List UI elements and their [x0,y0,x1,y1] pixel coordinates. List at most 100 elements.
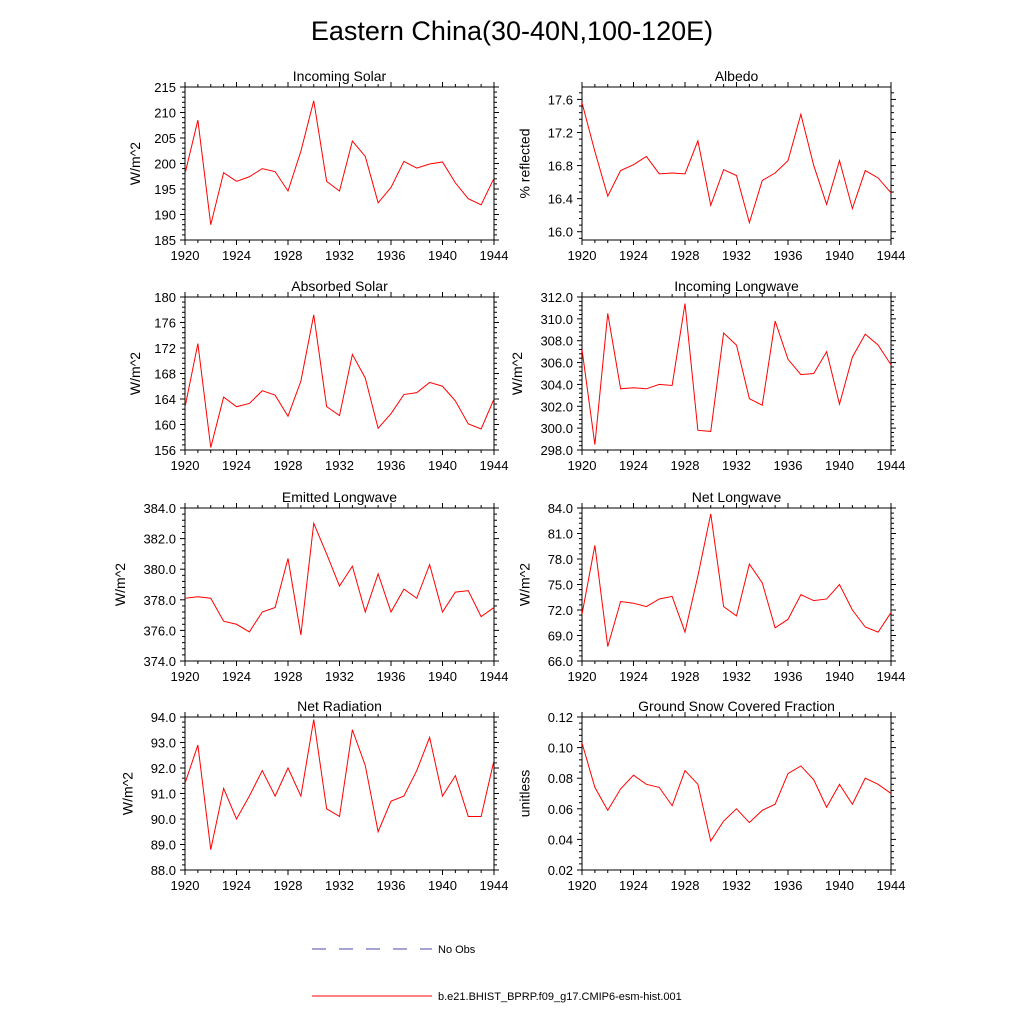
y-axis-label: W/m^2 [509,352,525,395]
panel-title: Emitted Longwave [282,489,397,505]
x-tick-label: 1932 [722,878,751,893]
y-tick-label: 300.0 [540,421,573,436]
x-tick-label: 1928 [274,458,303,473]
y-tick-label: 0.08 [548,771,573,786]
plot-frame [184,507,495,662]
x-tick-label: 1928 [274,878,303,893]
x-tick-label: 1924 [619,878,648,893]
x-tick-label: 1928 [671,878,700,893]
x-tick-label: 1944 [480,248,509,263]
series-line-model [582,102,891,225]
plot-frame [184,86,495,241]
series-line-model [185,314,494,448]
y-tick-label: 75.0 [548,578,573,593]
x-tick-label: 1940 [825,878,854,893]
x-tick-label: 1936 [377,458,406,473]
y-tick-label: 374.0 [143,654,176,669]
x-tick-label: 1944 [480,669,509,684]
x-tick-label: 1932 [722,248,751,263]
x-tick-label: 1940 [428,878,457,893]
x-tick-label: 1936 [377,669,406,684]
x-tick-label: 1940 [825,248,854,263]
panel-title: Albedo [715,68,759,84]
x-tick-label: 1936 [377,878,406,893]
plot-frame [184,296,495,451]
y-tick-label: 376.0 [143,623,176,638]
x-tick-label: 1920 [568,878,597,893]
x-tick-label: 1940 [825,458,854,473]
y-tick-label: 312.0 [540,290,573,305]
y-tick-label: 89.0 [151,838,176,853]
y-tick-label: 190 [154,208,176,223]
y-tick-label: 16.8 [548,159,573,174]
y-tick-label: 0.06 [548,802,573,817]
x-tick-label: 1924 [619,248,648,263]
y-axis-label: W/m^2 [517,563,533,606]
y-tick-label: 0.04 [548,832,573,847]
y-tick-label: 304.0 [540,377,573,392]
y-tick-label: 302.0 [540,399,573,414]
y-tick-label: 78.0 [548,552,573,567]
x-tick-label: 1936 [774,669,803,684]
y-tick-label: 378.0 [143,593,176,608]
panel-title: Ground Snow Covered Fraction [638,698,835,714]
y-tick-label: 185 [154,233,176,248]
y-tick-label: 215 [154,80,176,95]
y-tick-label: 380.0 [143,562,176,577]
series-line-model [185,719,494,850]
y-tick-label: 164 [154,392,176,407]
x-tick-label: 1944 [480,458,509,473]
plot-frame [581,507,892,662]
x-tick-label: 1928 [274,248,303,263]
y-tick-label: 172 [154,341,176,356]
legend: No Obs b.e21.BHIST_BPRP.f09_g17.CMIP6-es… [312,944,682,1003]
x-tick-label: 1920 [171,248,200,263]
y-tick-label: 310.0 [540,312,573,327]
x-tick-label: 1944 [877,878,906,893]
x-tick-label: 1940 [825,669,854,684]
x-tick-label: 1944 [877,248,906,263]
x-tick-label: 1936 [774,248,803,263]
y-tick-label: 66.0 [548,654,573,669]
x-tick-label: 1932 [325,458,354,473]
x-tick-label: 1920 [171,458,200,473]
x-tick-label: 1928 [274,669,303,684]
x-tick-label: 1932 [325,669,354,684]
panel-incoming-solar: Incoming Solar 1920 1924 1928 1932 1936 1940 19… [127,68,508,263]
y-tick-label: 81.0 [548,527,573,542]
x-tick-label: 1928 [671,669,700,684]
y-tick-label: 168 [154,367,176,382]
y-tick-label: 90.0 [151,812,176,827]
y-tick-label: 205 [154,131,176,146]
panel-net-longwave: Net Longwave 1920 1924 1928 1932 1936 1940 1944… [517,489,906,684]
series-line-model [185,100,494,225]
y-tick-label: 200 [154,157,176,172]
panel-incoming-longwave: Incoming Longwave 1920 1924 1928 1932 1936 194… [509,278,905,473]
x-tick-label: 1936 [774,878,803,893]
y-tick-label: 17.2 [548,125,573,140]
y-tick-label: 210 [154,106,176,121]
panels: Incoming Solar 1920 1924 1928 1932 1936 1940 19… [112,68,905,893]
plot-frame [581,86,892,241]
x-tick-label: 1924 [222,669,251,684]
y-tick-label: 84.0 [548,501,573,516]
y-tick-label: 308.0 [540,334,573,349]
figure-title: Eastern China(30-40N,100-120E) [311,16,713,46]
series-line-model [582,303,891,445]
x-tick-label: 1928 [671,248,700,263]
x-tick-label: 1920 [568,669,597,684]
y-axis-label: W/m^2 [127,142,143,185]
x-tick-label: 1932 [722,458,751,473]
legend-model-label: b.e21.BHIST_BPRP.f09_g17.CMIP6-esm-hist.… [438,991,682,1003]
y-tick-label: 88.0 [151,863,176,878]
y-tick-label: 298.0 [540,443,573,458]
x-tick-label: 1932 [325,878,354,893]
x-tick-label: 1936 [774,458,803,473]
x-tick-label: 1940 [428,458,457,473]
x-tick-label: 1936 [377,248,406,263]
y-tick-label: 72.0 [548,603,573,618]
panel-title: Incoming Longwave [674,278,799,294]
y-tick-label: 176 [154,316,176,331]
y-tick-label: 382.0 [143,532,176,547]
